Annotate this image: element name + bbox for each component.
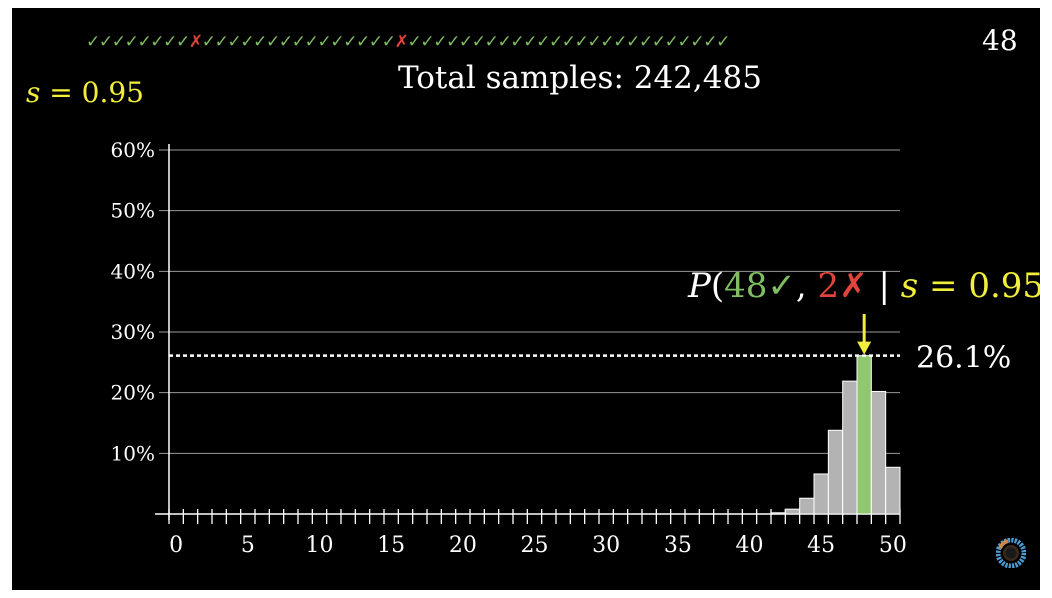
- check-icon: ✓: [767, 266, 796, 306]
- success-mark-icon: ✓: [613, 32, 627, 52]
- prob-p: P: [688, 266, 711, 306]
- success-mark-icon: ✓: [523, 32, 537, 52]
- failure-mark-icon: ✗: [394, 32, 409, 52]
- success-mark-icon: ✓: [484, 32, 499, 52]
- success-mark-icon: ✓: [317, 32, 331, 52]
- parameter-var: s: [26, 76, 41, 109]
- prob-given-bar: |: [867, 266, 901, 306]
- x-tick-label: 30: [592, 533, 620, 558]
- success-mark-icon: ✓: [574, 32, 589, 52]
- success-mark-icon: ✓: [497, 32, 512, 52]
- x-tick-label: 50: [879, 533, 907, 558]
- success-mark-icon: ✓: [356, 32, 370, 52]
- prob-successes: 48: [724, 266, 768, 306]
- bar: [885, 466, 901, 515]
- channel-logo-icon: [996, 538, 1026, 568]
- success-mark-icon: ✓: [278, 32, 293, 52]
- x-tick-label: 45: [807, 533, 835, 558]
- success-mark-icon: ✓: [433, 32, 447, 52]
- success-mark-icon: ✓: [600, 32, 614, 52]
- y-tick-label: 40%: [111, 259, 155, 283]
- success-mark-icon: ✓: [458, 32, 473, 52]
- prob-var: s: [900, 266, 919, 306]
- success-mark-icon: ✓: [291, 32, 306, 52]
- success-mark-icon: ✓: [664, 32, 679, 52]
- y-tick-label: 30%: [111, 320, 155, 344]
- histogram-chart: 10% 20% 30% 40% 50% 60% 26.1% 0 5 10 15 20 25 30 35 40 4…: [111, 138, 1012, 558]
- success-mark-icon: ✓: [266, 32, 280, 52]
- success-mark-icon: ✓: [343, 32, 357, 52]
- prob-failures: 2: [817, 266, 840, 306]
- success-mark-icon: ✓: [638, 32, 653, 52]
- success-mark-icon: ✓: [137, 32, 151, 52]
- success-mark-icon: ✓: [471, 32, 486, 52]
- bar: [799, 497, 815, 515]
- prob-eq: = 0.95: [918, 266, 1040, 306]
- x-tick-label: 20: [449, 533, 477, 558]
- bar: [770, 512, 786, 515]
- failure-mark-icon: ✗: [188, 32, 203, 52]
- bar-highlighted: [856, 355, 872, 515]
- success-mark-icon: ✓: [510, 32, 524, 52]
- success-mark-icon: ✓: [368, 32, 383, 52]
- sample-outcome-sequence: ✓✓✓✓✓✓✓✓✗✓✓✓✓✓✓✓✓✓✓✓✓✓✓✓✗✓✓✓✓✓✓✓✓✓✓✓✓✓✓✓…: [86, 28, 730, 56]
- success-mark-icon: ✓: [677, 32, 692, 52]
- success-mark-icon: ✓: [111, 32, 126, 52]
- success-mark-icon: ✓: [690, 32, 704, 52]
- y-tick-label: 50%: [111, 199, 155, 223]
- success-mark-icon: ✓: [214, 32, 229, 52]
- bar: [827, 429, 844, 515]
- success-mark-icon: ✓: [446, 32, 460, 52]
- x-tick-label: 0: [169, 533, 183, 558]
- x-tick-label: 5: [241, 533, 255, 558]
- success-mark-icon: ✓: [227, 32, 241, 52]
- highlight-arrow-head-icon: [857, 341, 872, 355]
- total-samples: Total samples: 242,485: [398, 60, 762, 96]
- success-mark-icon: ✓: [150, 32, 164, 52]
- success-mark-icon: ✓: [176, 32, 190, 52]
- x-tick-label: 25: [521, 533, 549, 558]
- success-mark-icon: ✓: [201, 32, 216, 52]
- reference-line-label: 26.1%: [916, 341, 1011, 376]
- x-tick-label: 40: [736, 533, 764, 558]
- success-mark-icon: ✓: [304, 32, 319, 52]
- video-frame: ✓✓✓✓✓✓✓✓✗✓✓✓✓✓✓✓✓✓✓✓✓✓✓✓✗✓✓✓✓✓✓✓✓✓✓✓✓✓✓✓…: [12, 8, 1040, 590]
- bar: [870, 390, 887, 515]
- y-tick-label: 60%: [111, 138, 155, 162]
- success-mark-icon: ✓: [587, 32, 602, 52]
- probability-label: P(48✓, 2✗ | s = 0.95): [688, 266, 1040, 306]
- success-mark-icon: ✓: [381, 32, 396, 52]
- success-mark-icon: ✓: [548, 32, 563, 52]
- x-tick-label: 10: [306, 533, 334, 558]
- success-mark-icon: ✓: [98, 32, 113, 52]
- success-mark-icon: ✓: [163, 32, 177, 52]
- success-mark-icon: ✓: [561, 32, 576, 52]
- bar: [842, 380, 858, 515]
- success-mark-icon: ✓: [407, 32, 421, 52]
- x-tick-label: 35: [664, 533, 692, 558]
- parameter-label: s = 0.95: [26, 76, 144, 109]
- success-mark-icon: ✓: [330, 32, 344, 52]
- y-tick-label: 20%: [111, 381, 155, 405]
- success-mark-icon: ✓: [240, 32, 254, 52]
- success-mark-icon: ✓: [703, 32, 717, 52]
- success-mark-icon: ✓: [651, 32, 666, 52]
- success-mark-icon: ✓: [420, 32, 434, 52]
- y-tick-label: 10%: [111, 441, 155, 465]
- success-mark-icon: ✓: [253, 32, 267, 52]
- prob-comma: ,: [795, 266, 818, 306]
- x-tick-label: 15: [377, 533, 405, 558]
- success-mark-icon: ✓: [716, 32, 730, 52]
- bar: [813, 473, 829, 515]
- cross-icon: ✗: [839, 266, 868, 306]
- success-mark-icon: ✓: [86, 32, 100, 52]
- success-mark-icon: ✓: [124, 32, 139, 52]
- success-count: 48: [982, 24, 1018, 57]
- success-mark-icon: ✓: [536, 32, 550, 52]
- parameter-eq: = 0.95: [40, 76, 144, 109]
- success-mark-icon: ✓: [626, 32, 640, 52]
- bar: [784, 508, 801, 515]
- prob-open-paren: (: [710, 266, 725, 306]
